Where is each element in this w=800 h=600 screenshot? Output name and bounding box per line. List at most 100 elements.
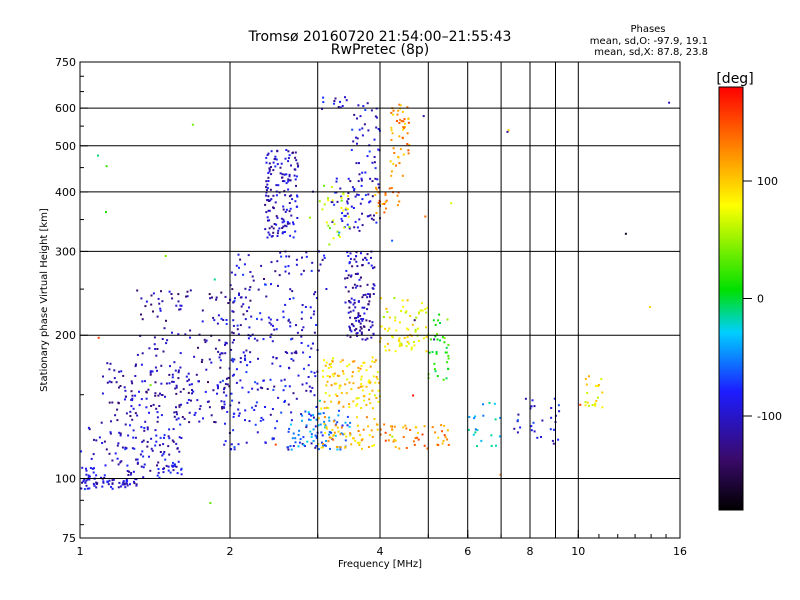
data-point (288, 202, 291, 204)
data-point (351, 128, 354, 131)
data-point (356, 226, 359, 229)
data-point (237, 333, 240, 336)
data-point (169, 471, 172, 474)
colorbar-tick-label: 0 (757, 293, 764, 306)
data-point (116, 457, 119, 460)
data-point (124, 448, 127, 451)
data-point (482, 414, 485, 417)
x-tick-label: 1 (77, 545, 84, 558)
data-point (322, 444, 325, 447)
data-point (380, 325, 383, 328)
data-point (352, 309, 355, 312)
data-point (124, 423, 127, 426)
data-point (254, 423, 257, 426)
data-point (175, 384, 178, 387)
data-point (444, 436, 447, 439)
data-point (245, 349, 248, 352)
data-point (125, 482, 128, 485)
data-point (348, 226, 351, 228)
data-point (361, 134, 364, 137)
colorbar-tick-label: 100 (757, 175, 778, 188)
data-point (310, 316, 313, 319)
data-point (379, 428, 382, 431)
data-point (356, 117, 358, 120)
data-point (474, 431, 477, 434)
data-point (321, 258, 324, 261)
data-point (372, 293, 375, 295)
data-point (359, 433, 362, 436)
data-point (319, 263, 322, 266)
data-point (353, 299, 356, 302)
data-point (153, 343, 156, 346)
data-point (405, 447, 408, 449)
data-point (441, 442, 444, 445)
data-point (230, 271, 233, 274)
data-point (188, 378, 190, 381)
data-point (344, 214, 347, 217)
data-point (354, 439, 357, 442)
data-point (118, 386, 120, 389)
data-point (357, 180, 360, 183)
data-point (163, 436, 165, 439)
data-point (193, 414, 196, 416)
data-point (244, 354, 246, 357)
data-point (282, 208, 285, 211)
data-point (282, 389, 285, 392)
data-point (353, 283, 356, 286)
data-point (129, 424, 131, 427)
data-point (283, 173, 286, 176)
data-point (365, 258, 368, 261)
data-point (340, 426, 343, 429)
data-point (363, 306, 366, 309)
data-point (156, 416, 159, 419)
data-point (160, 290, 162, 293)
data-point (171, 464, 174, 467)
data-point (400, 310, 403, 312)
data-point (287, 150, 290, 153)
data-point (388, 316, 391, 319)
data-point (295, 397, 298, 400)
data-point (124, 398, 126, 401)
data-point (284, 270, 287, 273)
data-point (377, 128, 380, 130)
data-point (114, 414, 117, 417)
data-point (171, 380, 174, 383)
data-point (226, 383, 229, 386)
data-point (311, 342, 314, 345)
y-tick-label: 100 (55, 473, 76, 486)
data-point (233, 412, 236, 415)
data-point (357, 370, 360, 373)
data-point (223, 386, 226, 389)
data-point (335, 382, 338, 385)
data-point (108, 401, 111, 404)
data-point (229, 448, 232, 451)
data-point (85, 473, 88, 476)
data-point (358, 229, 361, 232)
data-point (339, 360, 342, 363)
data-point (117, 486, 120, 489)
data-point (336, 230, 339, 233)
data-point (369, 200, 372, 203)
data-point (325, 426, 328, 429)
data-point (278, 274, 281, 277)
data-point (421, 433, 424, 436)
data-point (239, 296, 242, 299)
data-point (339, 187, 342, 190)
data-point (179, 308, 182, 311)
data-point (296, 162, 299, 165)
data-point (330, 431, 333, 434)
data-point (157, 297, 160, 300)
data-point (229, 284, 232, 287)
data-point (88, 428, 91, 431)
data-point (401, 299, 404, 302)
x-axis: 1 2 4 6 8 10 16 (77, 530, 687, 558)
data-point (341, 359, 344, 362)
data-point (328, 436, 331, 439)
data-point (357, 386, 360, 389)
data-point (441, 430, 443, 433)
data-point (101, 442, 104, 444)
data-point (148, 411, 150, 414)
data-point (388, 349, 391, 352)
data-point (352, 382, 355, 385)
data-point (224, 295, 227, 298)
